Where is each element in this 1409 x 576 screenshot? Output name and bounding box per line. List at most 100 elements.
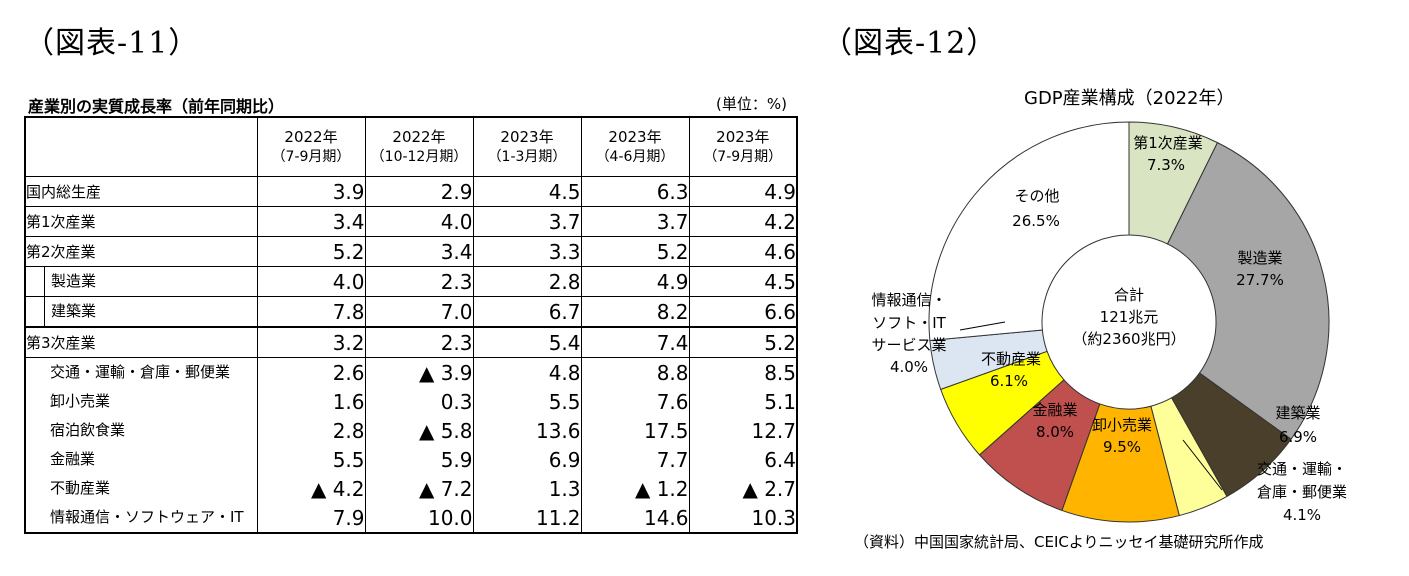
table-cell: 4.5 (688, 266, 798, 297)
table-cell: 5.5 (256, 445, 366, 474)
table-cell: 2.9 (364, 176, 474, 207)
slice-name-label: 卸小売業 (1092, 416, 1152, 434)
table-cell: 13.6 (472, 416, 582, 445)
table-row: 情報通信・ソフトウェア・IT 7.9 10.0 11.2 14.6 10.3 (24, 503, 798, 534)
slice-name-label: ソフト・IT (872, 314, 946, 332)
table-row: 金融業 5.5 5.9 6.9 7.7 6.4 (24, 445, 798, 474)
column-header: 2022年 （7-9月期） (256, 116, 366, 177)
table-row: 交通・運輸・倉庫・郵便業 2.6 ▲ 3.9 4.8 8.8 8.5 (24, 357, 798, 387)
table-cell: 4.8 (472, 357, 582, 387)
slice-name-label: 金融業 (1032, 401, 1077, 419)
leader-line (1182, 439, 1223, 491)
slice-percent-label: 9.5% (1103, 438, 1141, 456)
row-label: 国内総生産 (24, 176, 257, 207)
table-cell: 3.7 (580, 206, 690, 237)
center-label: 121兆元 (1100, 308, 1159, 326)
slice-name-label: 交通・運輸・ (1257, 460, 1347, 478)
slice-name-label: 情報通信・ (871, 291, 946, 309)
figure-11-label: （図表-11） (24, 26, 200, 61)
row-label: 製造業 (24, 266, 257, 297)
table-cell: 3.9 (256, 176, 366, 207)
slice-percent-label: 27.7% (1236, 271, 1284, 289)
table-cell: 1.6 (256, 387, 366, 416)
table-cell: 1.3 (472, 474, 582, 503)
slice-percent-label: 4.0% (890, 358, 928, 376)
table-cell: ▲ 1.2 (580, 474, 690, 503)
table-row: 卸小売業 1.6 0.3 5.5 7.6 5.1 (24, 387, 798, 416)
leader-line (959, 321, 1006, 331)
slice-percent-label: 6.9% (1279, 428, 1317, 446)
table-cell: 2.6 (256, 357, 366, 387)
pie-slice (1166, 141, 1330, 440)
table-cell: 6.9 (472, 445, 582, 474)
row-label: 第2次産業 (24, 236, 257, 267)
table-cell: 7.0 (364, 296, 474, 328)
table-cell: 8.5 (688, 357, 798, 387)
table-cell: 4.0 (256, 266, 366, 297)
row-label: 宿泊飲食業 (24, 416, 257, 445)
row-label: 交通・運輸・倉庫・郵便業 (24, 357, 257, 387)
table-cell: ▲ 7.2 (364, 474, 474, 503)
column-header: 2023年 （4-6月期） (580, 116, 690, 177)
slice-name-label: サービス業 (871, 336, 946, 354)
table-cell: 5.2 (688, 326, 798, 358)
table-cell: 0.3 (364, 387, 474, 416)
row-label: 金融業 (24, 445, 257, 474)
center-label: （約2360兆円） (1072, 330, 1185, 348)
table-cell: 7.6 (580, 387, 690, 416)
table-cell: 4.0 (364, 206, 474, 237)
table-cell: 3.4 (256, 206, 366, 237)
column-header: 2022年 （10-12月期） (364, 116, 474, 177)
row-label: 卸小売業 (24, 387, 257, 416)
table-row: 第2次産業 5.2 3.4 3.3 5.2 4.6 (24, 236, 798, 267)
table-row: 第1次産業 3.4 4.0 3.7 3.7 4.2 (24, 206, 798, 237)
table-row: 第3次産業 3.2 2.3 5.4 7.4 5.2 (24, 326, 798, 358)
table-cell: 3.4 (364, 236, 474, 267)
slice-name-label: 製造業 (1237, 249, 1282, 267)
table-cell: 4.2 (688, 206, 798, 237)
table-cell: 5.9 (364, 445, 474, 474)
table-cell: 6.6 (688, 296, 798, 328)
table-cell: 10.3 (688, 503, 798, 534)
table-cell: 6.4 (688, 445, 798, 474)
table-cell: 12.7 (688, 416, 798, 445)
table-cell: 3.3 (472, 236, 582, 267)
table-cell: ▲ 4.2 (256, 474, 366, 503)
table-cell: 4.9 (580, 266, 690, 297)
slice-percent-label: 7.3% (1147, 156, 1185, 174)
slice-name-label: 建築業 (1275, 404, 1320, 422)
column-header: 2023年 （7-9月期） (688, 116, 798, 177)
slice-name-label: 不動産業 (981, 350, 1041, 368)
slice-percent-label: 4.1% (1283, 506, 1321, 524)
table-cell: ▲ 3.9 (364, 357, 474, 387)
table-row: 国内総生産 3.9 2.9 4.5 6.3 4.9 (24, 176, 798, 207)
table-cell: 4.9 (688, 176, 798, 207)
table-cell: 7.8 (256, 296, 366, 328)
table-cell: 7.7 (580, 445, 690, 474)
source-note: （資料）中国国家統計局、CEICよりニッセイ基礎研究所作成 (854, 533, 1264, 551)
table-cell: ▲ 2.7 (688, 474, 798, 503)
slice-percent-label: 8.0% (1036, 423, 1074, 441)
table-cell: 11.2 (472, 503, 582, 534)
table-row: 宿泊飲食業 2.8 ▲ 5.8 13.6 17.5 12.7 (24, 416, 798, 445)
slice-name-label: その他 (1014, 187, 1059, 205)
table-cell: 7.4 (580, 326, 690, 358)
table-header-row: 2022年 （7-9月期） 2022年 （10-12月期） 2023年 （1-3月期）… (24, 116, 798, 177)
row-label: 第3次産業 (24, 326, 257, 358)
table-cell: 2.8 (472, 266, 582, 297)
table-cell: 5.4 (472, 326, 582, 358)
row-label: 第1次産業 (24, 206, 257, 237)
table-cell: 17.5 (580, 416, 690, 445)
table-cell: 4.6 (688, 236, 798, 267)
table-cell: 4.5 (472, 176, 582, 207)
table-cell: 3.7 (472, 206, 582, 237)
table-title: 産業別の実質成長率（前年同期比） (28, 97, 285, 116)
pie-title: GDP産業構成（2022年） (1024, 88, 1235, 109)
table-cell: 6.7 (472, 296, 582, 328)
center-label: 合計 (1114, 286, 1144, 304)
table-cell: 14.6 (580, 503, 690, 534)
table-row: 不動産業 ▲ 4.2 ▲ 7.2 1.3 ▲ 1.2 ▲ 2.7 (24, 474, 798, 503)
table-cell: 5.1 (688, 387, 798, 416)
pie-slice (928, 121, 1130, 342)
figure-12-label: （図表-12） (822, 26, 998, 61)
